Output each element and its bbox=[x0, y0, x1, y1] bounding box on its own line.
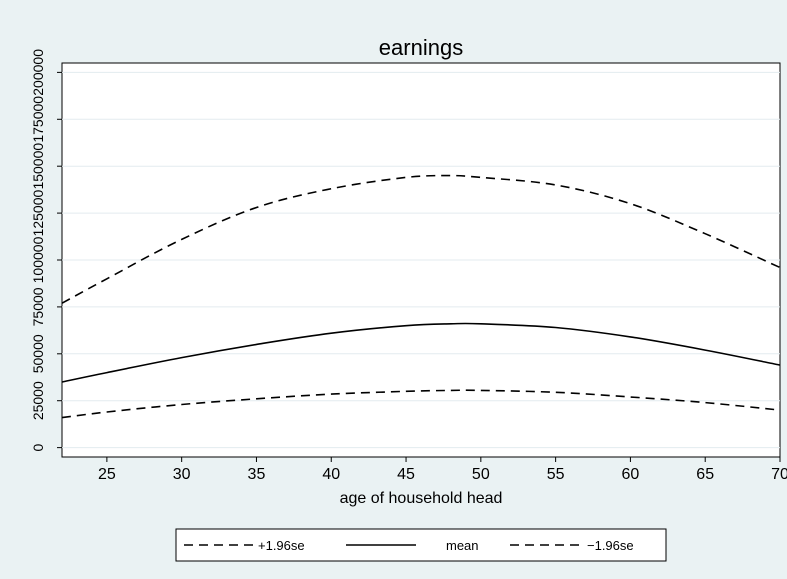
x-tick-label: 50 bbox=[472, 466, 490, 483]
y-tick-label: 150000 bbox=[30, 143, 46, 190]
x-tick-label: 65 bbox=[696, 466, 714, 483]
x-tick-label: 70 bbox=[771, 466, 787, 483]
x-tick-label: 30 bbox=[173, 466, 191, 483]
y-tick-label: 125000 bbox=[30, 190, 46, 237]
series-line-1 bbox=[61, 174, 781, 304]
legend-label-2: mean bbox=[446, 538, 479, 553]
x-tick-label: 35 bbox=[248, 466, 266, 483]
x-tick-label: 55 bbox=[547, 466, 565, 483]
legend-box bbox=[175, 528, 667, 562]
legend-label-1: +1.96se bbox=[258, 538, 305, 553]
y-tick-label: 75000 bbox=[30, 287, 46, 326]
y-tick-label: 25000 bbox=[30, 381, 46, 420]
y-tick-label: 100000 bbox=[30, 236, 46, 283]
y-tick-label: 175000 bbox=[30, 96, 46, 143]
x-axis-label: age of household head bbox=[340, 490, 503, 507]
x-tick-label: 45 bbox=[397, 466, 415, 483]
legend-label-3: −1.96se bbox=[587, 538, 634, 553]
chart-title: earnings bbox=[379, 35, 463, 60]
y-tick-label: 0 bbox=[30, 444, 46, 452]
y-tick-label: 50000 bbox=[30, 334, 46, 373]
x-tick-label: 25 bbox=[98, 466, 116, 483]
series-line-2 bbox=[61, 322, 781, 383]
y-tick-label: 200000 bbox=[30, 49, 46, 96]
x-tick-label: 60 bbox=[622, 466, 640, 483]
x-tick-label: 40 bbox=[322, 466, 340, 483]
